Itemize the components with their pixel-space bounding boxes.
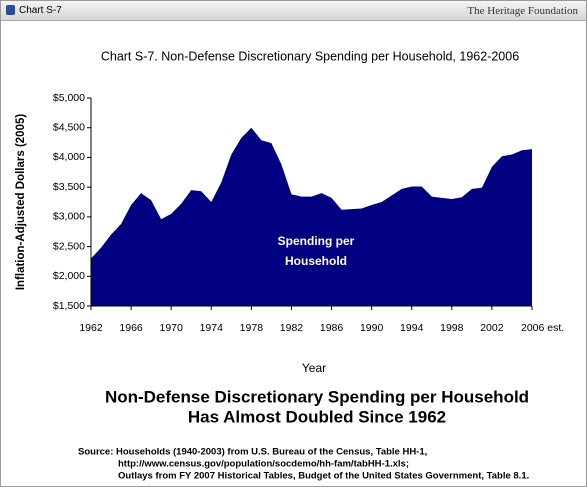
y-tick-label: $4,000 (53, 151, 85, 163)
source: Source: Households (1940-2003) from U.S.… (78, 447, 427, 458)
x-tick-label: 1986 (320, 322, 344, 334)
x-tick-label: 2006 est. (521, 322, 564, 334)
annotation: Household (285, 254, 347, 268)
y-axis-label: Inflation-Adjusted Dollars (2005) (15, 114, 27, 291)
x-tick-label: 1994 (400, 322, 424, 334)
y-tick-label: $2,000 (53, 270, 85, 282)
x-tick-label: 1970 (160, 322, 184, 334)
caption: Has Almost Doubled Since 1962 (188, 407, 446, 426)
x-tick-label: 1966 (119, 322, 143, 334)
source: Outlays from FY 2007 Historical Tables, … (118, 471, 529, 482)
icon (6, 5, 15, 15)
y-tick-label: $1,500 (53, 300, 85, 312)
y-tick-label: $2,500 (53, 240, 85, 252)
area (91, 127, 532, 306)
caption: Non-Defense Discretionary Spending per H… (105, 387, 529, 406)
title-bar: Chart S-7 The Heritage Foundation (1, 1, 586, 21)
window-label: Chart S-7 (19, 5, 62, 16)
publisher: The Heritage Foundation (467, 5, 578, 17)
source: http://www.census.gov/population/socdemo… (118, 459, 409, 470)
y-tick-label: $5,000 (53, 92, 85, 104)
x-tick-label: 1962 (79, 322, 103, 334)
x-tick-label: 1998 (440, 322, 464, 334)
x-tick-label: 1982 (280, 322, 304, 334)
y-tick-label: $4,500 (53, 121, 85, 133)
y-tick-label: $3,500 (53, 181, 85, 193)
x-axis-label: Year (302, 361, 326, 375)
x-tick-label: 2002 (480, 322, 504, 334)
x-tick-label: 1974 (200, 322, 224, 334)
x-tick-label: 1978 (240, 322, 264, 334)
y-tick-label: $3,000 (53, 211, 85, 223)
chart-title: Chart S-7. Non-Defense Discretionary Spe… (101, 49, 519, 63)
annotation: Spending per (278, 234, 355, 248)
x-tick-label: 1990 (360, 322, 384, 334)
